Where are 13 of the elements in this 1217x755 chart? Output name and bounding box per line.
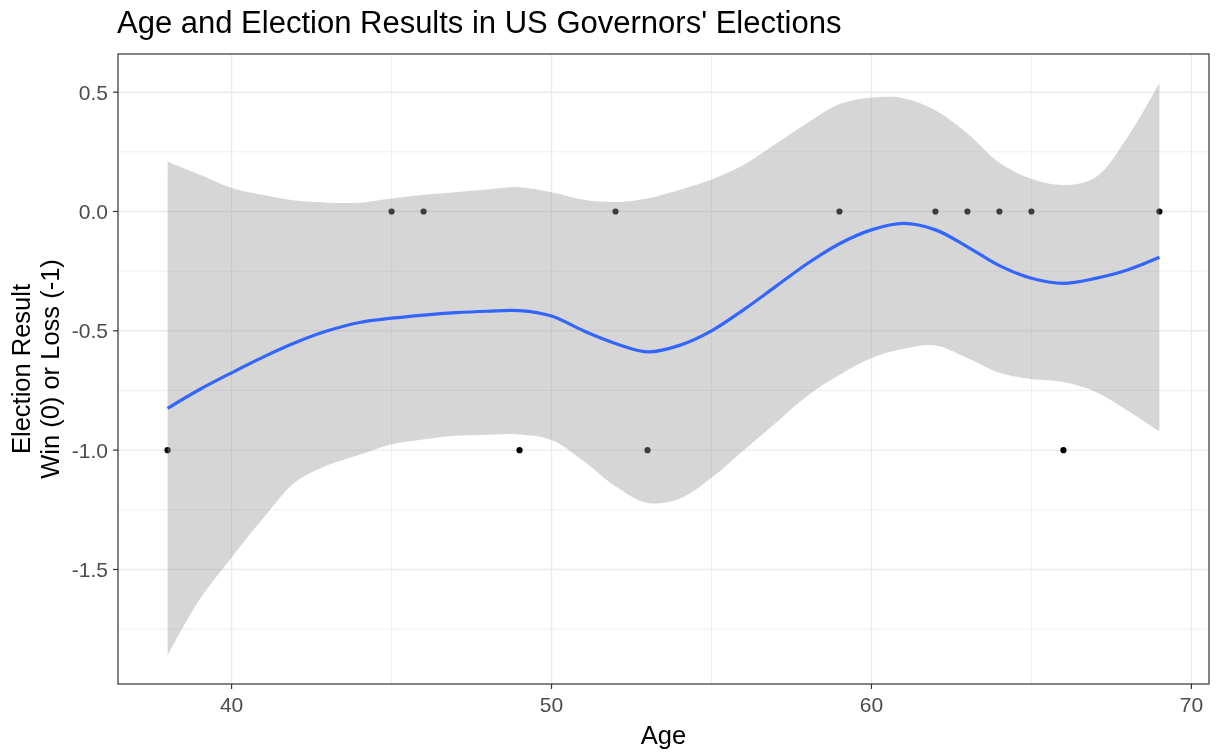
y-tick-label: -1.0 — [71, 438, 108, 462]
x-axis-title: Age — [640, 721, 687, 749]
chart-title: Age and Election Results in US Governors' Elections — [117, 5, 842, 40]
x-tick-label: 50 — [539, 693, 564, 716]
line-series — [165, 221, 1162, 410]
x-tick-label: 70 — [1179, 693, 1204, 716]
y-axis-title: Election Result Win (0) or Loss (-1) — [7, 259, 64, 479]
y-tick-label: 0.5 — [78, 80, 108, 104]
x-tick-label: 40 — [219, 693, 244, 716]
y-tick-label: -1.5 — [71, 558, 108, 582]
y-tick-label: -0.5 — [71, 319, 108, 343]
y-tick-label: 0.0 — [78, 200, 108, 224]
x-tick-label: 60 — [859, 693, 884, 716]
